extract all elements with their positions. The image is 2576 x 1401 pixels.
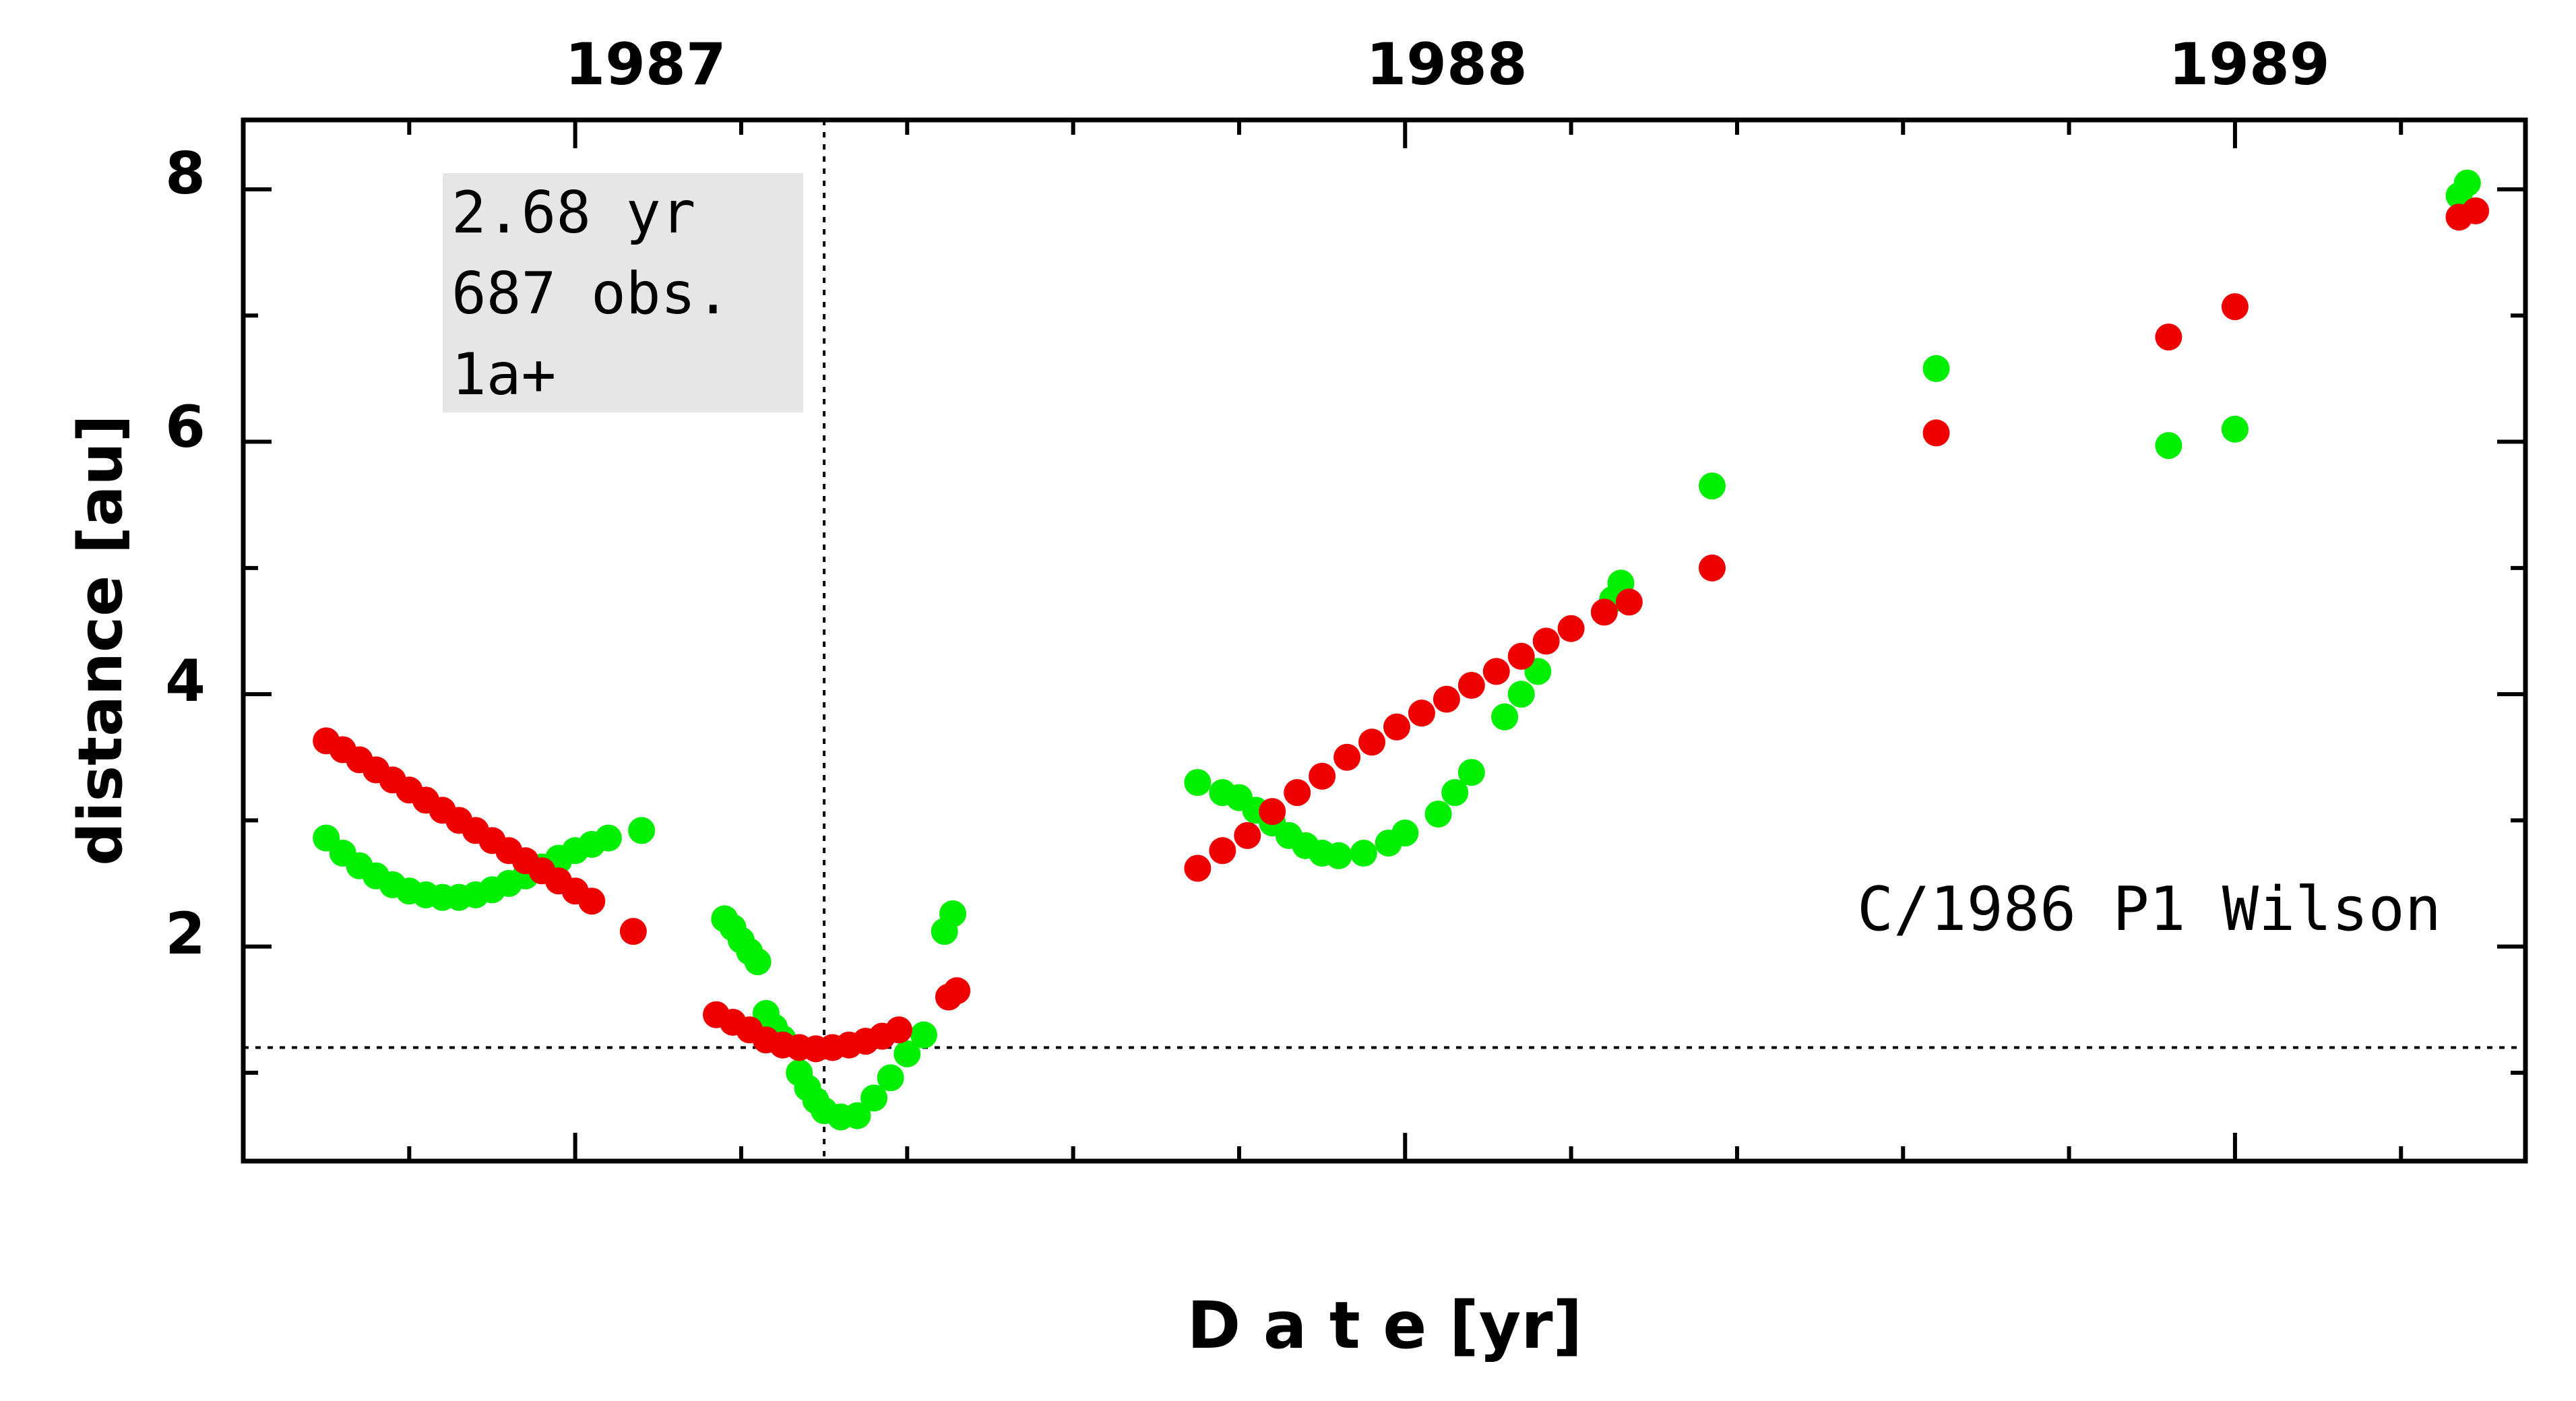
data-point-red bbox=[1234, 821, 1261, 849]
data-point-red bbox=[1507, 642, 1535, 670]
info-box-observations: 687 obs. bbox=[451, 260, 730, 328]
data-point-red bbox=[1482, 658, 1510, 685]
data-point-red bbox=[943, 977, 971, 1005]
y-axis-label: distance [au] bbox=[65, 414, 136, 865]
data-point-red bbox=[2462, 197, 2490, 224]
data-point-red bbox=[578, 888, 606, 915]
y-tick-label-4: 4 bbox=[165, 648, 206, 715]
info-box-span: 2.68 yr bbox=[451, 179, 695, 247]
data-point-green bbox=[910, 1021, 937, 1049]
x-tick-label-1988: 1988 bbox=[1366, 31, 1527, 98]
data-point-red bbox=[1358, 728, 1386, 756]
x-tick-label-1989: 1989 bbox=[2168, 31, 2329, 98]
data-point-green bbox=[2155, 432, 2182, 460]
data-point-green bbox=[877, 1064, 904, 1092]
data-point-red bbox=[1698, 554, 1726, 582]
reference-lines bbox=[243, 120, 2525, 1161]
y-tick-label-6: 6 bbox=[165, 394, 206, 461]
data-point-green bbox=[1350, 840, 1377, 867]
data-point-green bbox=[1391, 819, 1419, 847]
info-box-quality: 1a+ bbox=[451, 341, 556, 408]
data-points bbox=[313, 169, 2490, 1131]
plot-frame bbox=[241, 117, 2528, 1164]
data-point-red bbox=[1209, 837, 1236, 865]
data-point-red bbox=[619, 918, 647, 945]
data-point-red bbox=[1557, 615, 1585, 642]
data-point-green bbox=[1922, 354, 1950, 382]
data-point-red bbox=[1457, 671, 1485, 699]
data-point-green bbox=[1698, 472, 1726, 500]
data-point-green bbox=[1325, 842, 1352, 869]
data-point-green bbox=[1507, 681, 1535, 708]
x-tick-label-1987: 1987 bbox=[565, 31, 726, 98]
data-point-green bbox=[594, 824, 622, 852]
data-point-green bbox=[2221, 415, 2249, 443]
x-axis-label: D a t e [yr] bbox=[1187, 1288, 1583, 1363]
data-point-red bbox=[1284, 779, 1311, 807]
info-box: 2.68 yr 687 obs. 1a+ bbox=[443, 173, 803, 412]
data-point-red bbox=[1383, 713, 1410, 741]
data-point-green bbox=[628, 817, 656, 844]
data-point-red bbox=[2155, 323, 2182, 351]
data-point-red bbox=[1259, 798, 1286, 826]
data-point-green bbox=[893, 1040, 921, 1067]
info-box-background bbox=[443, 173, 803, 412]
data-point-red bbox=[1408, 699, 1435, 727]
data-point-red bbox=[1333, 743, 1361, 771]
data-point-green bbox=[939, 900, 967, 927]
data-point-green bbox=[1457, 759, 1485, 786]
data-point-green bbox=[1184, 769, 1212, 797]
data-point-red bbox=[1922, 419, 1950, 447]
data-point-red bbox=[2221, 293, 2249, 321]
data-point-red bbox=[885, 1016, 912, 1044]
data-point-red bbox=[1184, 854, 1212, 882]
data-point-red bbox=[1433, 685, 1460, 713]
data-point-green bbox=[2453, 169, 2481, 197]
data-point-red bbox=[1615, 588, 1643, 616]
y-tick-label-8: 8 bbox=[165, 140, 206, 208]
y-tick-label-2: 2 bbox=[165, 900, 206, 968]
axis-ticks bbox=[241, 120, 2525, 1161]
data-point-green bbox=[860, 1084, 888, 1112]
data-point-red bbox=[1590, 598, 1618, 626]
data-point-green bbox=[1491, 703, 1519, 730]
data-point-red bbox=[1309, 762, 1336, 790]
data-point-red bbox=[1532, 627, 1560, 655]
data-point-green bbox=[1441, 779, 1469, 807]
data-point-green bbox=[1424, 801, 1452, 828]
data-point-green bbox=[844, 1102, 871, 1129]
chart-title: C/1986 P1 Wilson bbox=[1857, 874, 2441, 945]
data-point-green bbox=[744, 948, 772, 976]
